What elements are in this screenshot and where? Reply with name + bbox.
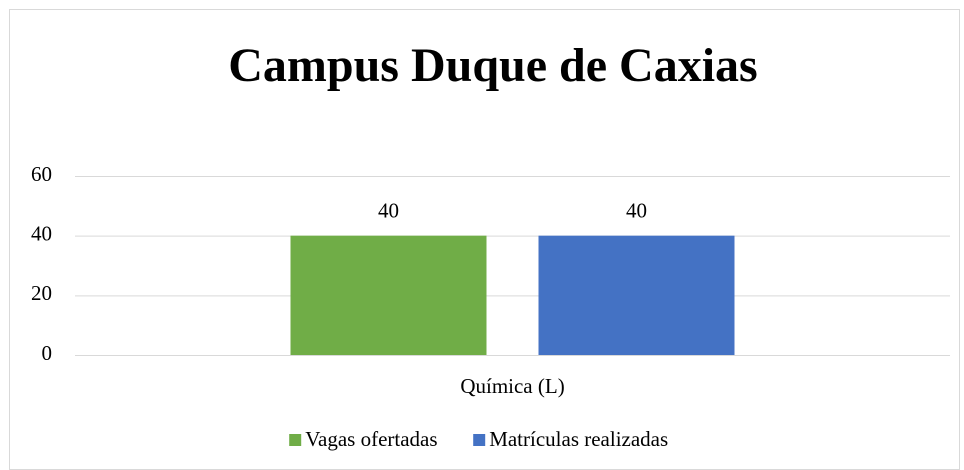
y-tick-label: 0 — [42, 341, 53, 365]
data-label: 40 — [378, 198, 399, 222]
data-label: 40 — [626, 198, 647, 222]
legend-label: Matrículas realizadas — [489, 427, 668, 451]
x-tick-label: Química (L) — [460, 374, 564, 398]
chart-title: Campus Duque de Caxias — [228, 39, 757, 92]
y-tick-label: 20 — [31, 281, 52, 305]
y-tick-label: 60 — [31, 162, 52, 186]
bar — [538, 235, 735, 355]
legend-swatch — [473, 434, 486, 446]
bar — [290, 235, 487, 355]
legend-label: Vagas ofertadas — [305, 427, 437, 451]
legend-swatch — [289, 434, 302, 446]
y-tick-label: 40 — [31, 221, 52, 245]
